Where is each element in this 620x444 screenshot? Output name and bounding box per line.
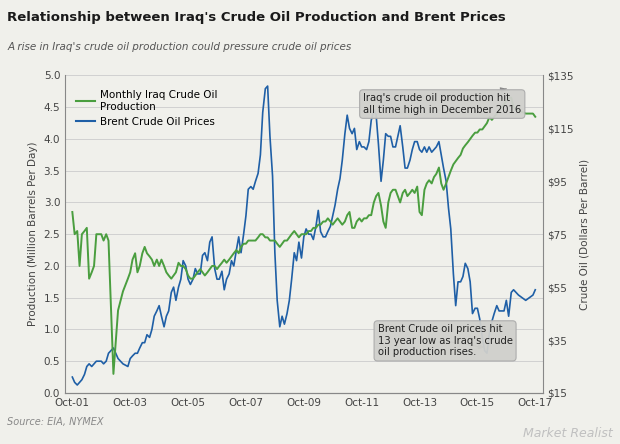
Text: A rise in Iraq's crude oil production could pressure crude oil prices: A rise in Iraq's crude oil production co…: [7, 42, 352, 52]
Legend: Monthly Iraq Crude Oil
Production, Brent Crude Oil Prices: Monthly Iraq Crude Oil Production, Brent…: [73, 87, 220, 131]
Text: Iraq's crude oil production hit
all time high in December 2016: Iraq's crude oil production hit all time…: [363, 88, 521, 115]
Text: Relationship between Iraq's Crude Oil Production and Brent Prices: Relationship between Iraq's Crude Oil Pr…: [7, 11, 506, 24]
Text: Brent Crude oil prices hit
13 year low as Iraq's crude
oil production rises.: Brent Crude oil prices hit 13 year low a…: [378, 324, 513, 357]
Y-axis label: Crude Oil (Dollars Per Barrel): Crude Oil (Dollars Per Barrel): [580, 159, 590, 310]
Y-axis label: Production (Million Barrels Per Day): Production (Million Barrels Per Day): [28, 142, 38, 326]
Text: Market Realist: Market Realist: [523, 427, 613, 440]
Text: Source: EIA, NYMEX: Source: EIA, NYMEX: [7, 417, 104, 427]
